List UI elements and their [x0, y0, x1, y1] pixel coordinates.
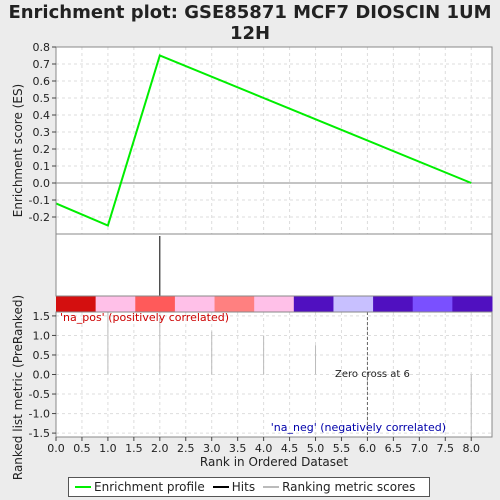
es-y-tick-label: 0.8: [33, 41, 51, 54]
legend-swatch-ranking: [263, 486, 280, 488]
rank-y-tick-label: -1.0: [29, 408, 50, 421]
es-y-tick-label: 0.0: [33, 177, 51, 190]
legend: Enrichment profile Hits Ranking metric s…: [68, 477, 430, 497]
x-tick-label: 6.0: [359, 442, 377, 455]
color-bar-segment: [333, 296, 374, 312]
legend-label-ranking: Ranking metric scores: [282, 480, 416, 494]
x-tick-label: 5.5: [333, 442, 351, 455]
color-bar-segment: [174, 296, 216, 312]
color-bar-segment: [254, 296, 295, 312]
es-panel-bg: [56, 47, 492, 234]
rank-y-tick-label: 1.5: [33, 310, 51, 323]
x-tick-label: 6.5: [385, 442, 403, 455]
x-tick-label: 4.0: [255, 442, 273, 455]
color-bar-segment: [293, 296, 334, 312]
pos-annotation: 'na_pos' (positively correlated): [60, 311, 229, 324]
x-tick-label: 0.5: [73, 442, 91, 455]
es-y-tick-label: 0.6: [33, 75, 51, 88]
es-y-tick-label: 0.4: [33, 109, 51, 122]
es-y-tick-label: 0.2: [33, 143, 51, 156]
panel-border: [55, 233, 493, 297]
es-y-tick-label: 0.7: [33, 58, 51, 71]
x-tick-label: 1.0: [99, 442, 117, 455]
x-tick-label: 4.5: [281, 442, 299, 455]
enrichment-curve: [55, 54, 472, 227]
legend-label-hits: Hits: [231, 480, 256, 494]
rank-y-tick-label: 0.5: [33, 349, 51, 362]
legend-item-hits: Hits: [212, 480, 256, 494]
x-axis-label: Rank in Ordered Dataset: [200, 455, 348, 469]
x-tick-label: 1.5: [125, 442, 143, 455]
color-bar-segment: [373, 296, 414, 312]
rank-y-tick-label: -0.5: [29, 388, 50, 401]
legend-swatch-enrichment: [75, 486, 91, 488]
x-tick-label: 5.0: [307, 442, 325, 455]
x-tick-label: 7.5: [437, 442, 455, 455]
rank-y-axis-label: Ranked list metric (PreRanked): [11, 295, 25, 480]
legend-item-enrichment: Enrichment profile: [75, 480, 205, 494]
es-y-tick-label: -0.1: [29, 194, 50, 207]
es-y-tick-label: 0.5: [33, 92, 51, 105]
legend-label-enrichment: Enrichment profile: [94, 480, 205, 494]
zero-cross-annotation: Zero cross at 6: [335, 369, 410, 380]
legend-swatch-hits: [212, 486, 229, 488]
rank-y-tick-label: 1.0: [33, 329, 51, 342]
legend-item-ranking: Ranking metric scores: [263, 480, 415, 494]
es-y-axis-label: Enrichment score (ES): [11, 84, 25, 217]
es-y-tick-label: -0.2: [29, 211, 50, 224]
x-tick-label: 8.0: [462, 442, 480, 455]
color-bar-segment: [135, 296, 176, 312]
x-tick-label: 3.0: [203, 442, 221, 455]
x-tick-label: 2.5: [177, 442, 195, 455]
rank-y-tick-label: 0.0: [33, 369, 51, 382]
es-y-tick-label: 0.3: [33, 126, 51, 139]
neg-annotation: 'na_neg' (negatively correlated): [271, 421, 446, 434]
color-bar-segment: [214, 296, 255, 312]
x-tick-label: 3.5: [229, 442, 247, 455]
color-bar-segment: [56, 296, 97, 312]
color-bar-segment: [452, 296, 493, 312]
color-bar-segment: [95, 296, 136, 312]
x-tick-label: 0.0: [47, 442, 65, 455]
chart-title: Enrichment plot: GSE85871 MCF7 DIOSCIN 1…: [8, 2, 492, 44]
rank-y-tick-label: -1.5: [29, 427, 50, 440]
hits-panel-bg: [56, 234, 492, 296]
x-tick-label: 2.0: [151, 442, 169, 455]
x-tick-label: 7.0: [411, 442, 429, 455]
color-bar-segment: [412, 296, 453, 312]
es-y-tick-label: 0.1: [33, 160, 51, 173]
